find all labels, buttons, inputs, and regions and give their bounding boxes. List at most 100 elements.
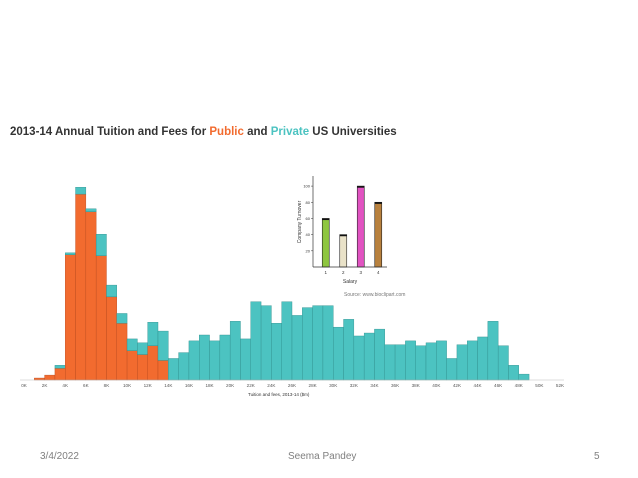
- bar-private-17: [199, 334, 210, 381]
- x-tick-label: 30K: [329, 383, 338, 388]
- footer-date: 3/4/2022: [40, 451, 79, 462]
- bar-private-43: [467, 340, 478, 381]
- x-tick-label: 14K: [164, 383, 173, 388]
- inset-y-tick-label: 100: [303, 184, 310, 189]
- bar-private-13: [157, 330, 169, 361]
- bar-public-10: [126, 350, 138, 381]
- title-part-5: US Universities: [309, 126, 397, 138]
- bar-private-16: [188, 340, 200, 381]
- footer-page-number: 5: [594, 451, 600, 462]
- bar-private-5: [75, 187, 87, 195]
- bar-private-12: [147, 322, 159, 346]
- bar-public-11: [137, 354, 148, 381]
- bar-private-46: [497, 345, 509, 381]
- bar-private-37: [405, 340, 416, 381]
- bar-private-29: [322, 305, 334, 381]
- x-tick-label: 42K: [453, 383, 462, 388]
- x-tick-label: 4K: [62, 383, 69, 388]
- x-tick-label: 28K: [309, 383, 318, 388]
- bar-private-48: [518, 373, 530, 381]
- title-part-3: and: [243, 126, 271, 138]
- inset-y-tick-label: 40: [306, 232, 311, 237]
- x-tick-label: 18K: [205, 383, 214, 388]
- bar-private-9: [116, 313, 128, 324]
- bar-private-30: [333, 326, 344, 381]
- bar-private-44: [477, 336, 489, 381]
- bar-private-47: [508, 365, 519, 381]
- inset-x-tick-label: 4: [377, 270, 380, 275]
- bar-private-35: [384, 344, 396, 381]
- inset-bar-3: [356, 185, 365, 268]
- bar-private-31: [343, 319, 355, 381]
- bar-private-23: [260, 305, 272, 381]
- bar-public-2: [44, 374, 56, 381]
- bar-private-21: [240, 338, 251, 381]
- bar-private-45: [487, 321, 499, 381]
- x-tick-label: 40K: [432, 383, 441, 388]
- x-tick-label: 10K: [123, 383, 132, 388]
- bar-private-15: [178, 352, 190, 381]
- tuition-histogram: 0K 2K 4K 6K 8K 10K 12K 14K 16K 18K 20K 22K 24K 26K 28K…: [20, 187, 565, 388]
- bar-private-4: [65, 252, 76, 255]
- bar-public-4: [65, 254, 76, 381]
- x-tick-label: 20K: [226, 383, 235, 388]
- bar-private-27: [302, 307, 313, 381]
- bar-private-32: [353, 335, 365, 381]
- inset-bar-cap: [374, 202, 382, 204]
- bar-public-6: [85, 211, 97, 381]
- x-tick-label: 50K: [535, 383, 544, 388]
- inset-y-tick-label: 80: [306, 200, 311, 205]
- bar-private-42: [456, 344, 468, 381]
- x-tick-label: 24K: [267, 383, 276, 388]
- x-axis-label: Tuition and fees, 2013-14 ($m): [248, 392, 310, 397]
- bar-public-13: [157, 360, 169, 381]
- x-tick-label: 22K: [247, 383, 256, 388]
- inset-y-tick-label: 60: [306, 216, 311, 221]
- x-tick-label: 12K: [144, 383, 153, 388]
- inset-x-tick-label: 2: [342, 270, 345, 275]
- bar-private-34: [374, 328, 385, 381]
- x-tick-label: 44K: [473, 383, 482, 388]
- bar-public-3: [54, 368, 66, 381]
- bar-private-41: [446, 358, 458, 381]
- bar-private-19: [219, 334, 231, 381]
- inset-bar-1: [321, 218, 330, 268]
- bar-private-7: [95, 234, 107, 256]
- x-tick-label: 2K: [42, 383, 49, 388]
- footer-author: Seema Pandey: [288, 451, 357, 462]
- x-tick-label: 8K: [104, 383, 111, 388]
- bar-private-6: [85, 208, 97, 212]
- bar-private-20: [229, 321, 241, 381]
- bar-private-25: [281, 301, 293, 381]
- bar-private-39: [425, 342, 437, 381]
- bar-private-40: [436, 340, 447, 381]
- x-tick-label: 38K: [412, 383, 421, 388]
- x-tick-label: 46K: [494, 383, 503, 388]
- title-public: Public: [209, 126, 244, 138]
- x-tick-label: 34K: [370, 383, 379, 388]
- title-part-1: 2013-14 Annual Tuition and Fees for: [10, 126, 210, 138]
- title-private: Private: [270, 126, 310, 138]
- inset-x-tick-label: 1: [324, 270, 327, 275]
- bar-public-8: [106, 296, 117, 381]
- x-tick-label: 26K: [288, 383, 297, 388]
- chart-title: 2013-14 Annual Tuition and Fees for Publ…: [10, 126, 397, 138]
- bar-public-7: [95, 255, 107, 381]
- inset-bar-4: [374, 201, 383, 268]
- bar-private-3: [54, 365, 66, 369]
- bar-private-22: [250, 301, 262, 381]
- inset-y-axis-label: Company Turnover: [297, 200, 303, 243]
- inset-caption: Source: www.bioclipart.com: [344, 292, 406, 298]
- bar-private-38: [415, 345, 427, 381]
- inset-x-axis-label: Salary: [343, 279, 358, 285]
- x-tick-label: 16K: [185, 383, 194, 388]
- bar-private-33: [363, 332, 375, 381]
- x-tick-label: 32K: [350, 383, 359, 388]
- x-tick-label: 36K: [391, 383, 400, 388]
- x-tick-label: 6K: [83, 383, 90, 388]
- bar-private-11: [137, 342, 148, 355]
- inset-bar-2: [339, 234, 348, 268]
- x-tick-label: 52K: [556, 383, 565, 388]
- bar-private-36: [394, 344, 406, 381]
